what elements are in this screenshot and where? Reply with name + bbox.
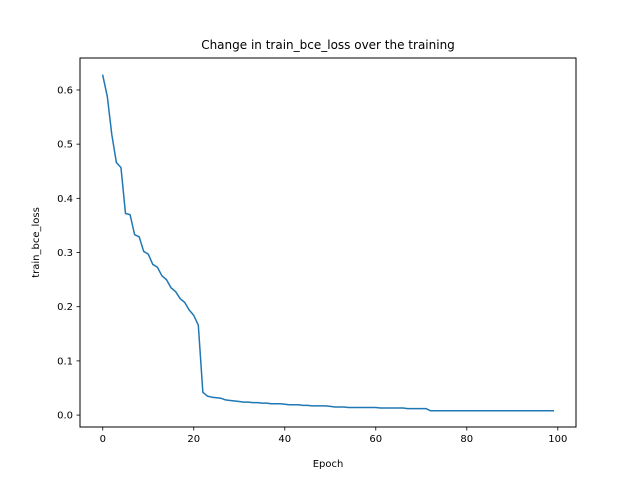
y-axis-label: train_bce_loss — [31, 207, 42, 278]
y-tick-label: 0.1 — [57, 356, 73, 367]
y-tick-label: 0.2 — [57, 302, 73, 313]
x-axis-label: Epoch — [313, 459, 344, 470]
y-tick-label: 0.3 — [57, 248, 73, 259]
x-axis: 0 20 40 60 80 100 — [100, 427, 567, 445]
series-line-0 — [101, 74, 554, 412]
x-tick-label: 80 — [460, 434, 473, 445]
x-tick-label: 40 — [278, 434, 291, 445]
y-tick-label: 0.6 — [57, 85, 73, 96]
y-tick-label: 0.5 — [57, 140, 73, 151]
chart-title: Change in train_bce_loss over the traini… — [201, 38, 455, 52]
x-tick-label: 0 — [100, 434, 106, 445]
x-tick-label: 100 — [548, 434, 567, 445]
y-tick-label: 0.0 — [57, 411, 73, 422]
y-tick-label: 0.4 — [57, 194, 73, 205]
y-axis: 0.0 0.1 0.2 0.3 0.4 0.5 0.6 — [57, 85, 80, 422]
x-tick-label: 20 — [187, 434, 200, 445]
plot-frame — [79, 57, 577, 428]
x-tick-label: 60 — [369, 434, 382, 445]
plot-area — [101, 74, 554, 412]
